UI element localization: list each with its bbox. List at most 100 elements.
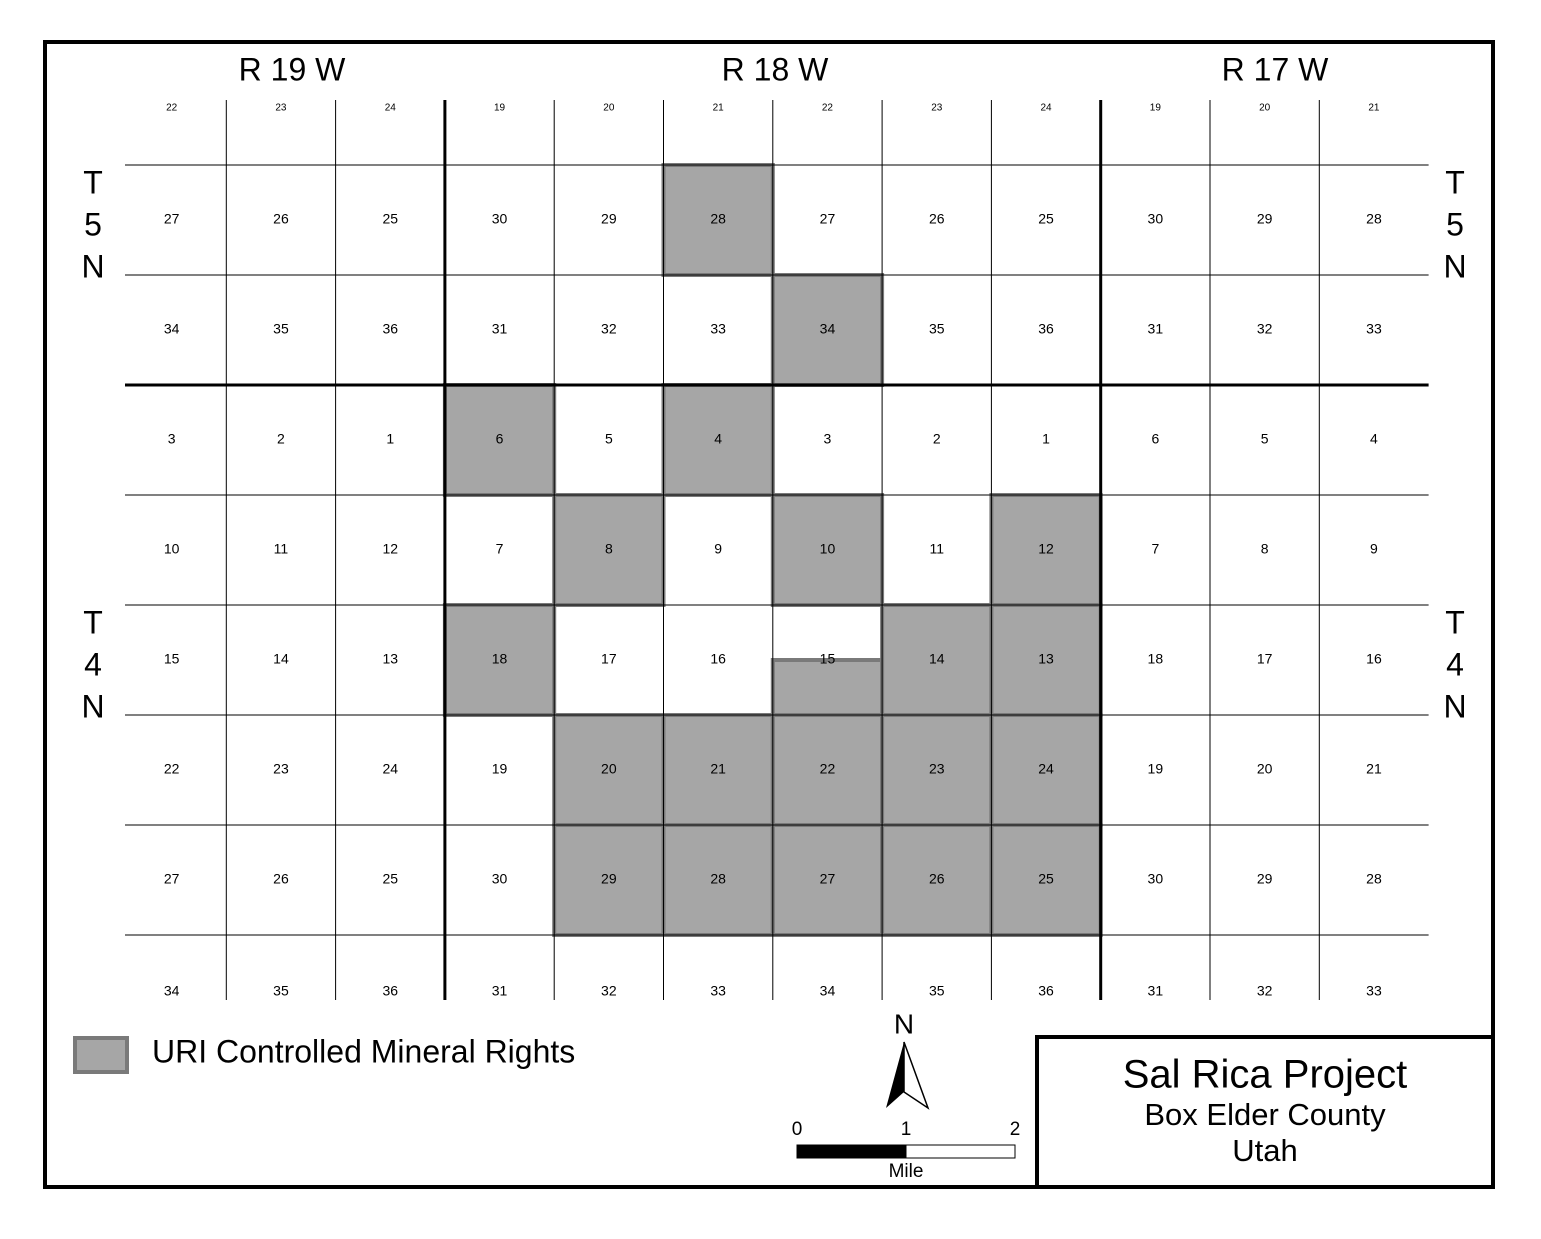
section-number: 30 xyxy=(1148,871,1164,887)
section-number: 23 xyxy=(929,761,945,777)
section-number: 32 xyxy=(1257,321,1273,337)
section-number: 28 xyxy=(1366,211,1382,227)
section-number: 1 xyxy=(386,431,394,447)
section-number: 6 xyxy=(496,431,504,447)
section-number: 24 xyxy=(385,103,397,114)
north-arrow-right xyxy=(903,1041,930,1110)
section-number: 36 xyxy=(382,321,398,337)
county: Box Elder County xyxy=(1144,1097,1386,1132)
section-number: 28 xyxy=(710,211,726,227)
section-number: 12 xyxy=(1038,541,1054,557)
section-grid xyxy=(125,100,1429,1000)
section-number: 34 xyxy=(164,983,180,999)
section-number: 26 xyxy=(273,211,289,227)
scale-label: 1 xyxy=(901,1119,912,1140)
legend-swatch xyxy=(73,1036,129,1074)
section-number: 15 xyxy=(820,651,836,667)
township-label: T xyxy=(83,604,103,640)
section-number: 20 xyxy=(603,103,615,114)
section-number: 35 xyxy=(273,321,289,337)
section-number: 20 xyxy=(601,761,617,777)
township-label: N xyxy=(1443,688,1466,724)
scale-unit: Mile xyxy=(889,1161,924,1182)
section-number: 11 xyxy=(929,541,944,557)
section-number: 5 xyxy=(1261,431,1269,447)
scale-label: 0 xyxy=(792,1119,803,1140)
section-number: 30 xyxy=(1148,211,1164,227)
section-number: 21 xyxy=(713,103,725,114)
scale-label: 2 xyxy=(1010,1119,1021,1140)
section-number: 33 xyxy=(710,983,726,999)
section-number: 27 xyxy=(164,871,180,887)
section-number: 23 xyxy=(273,761,289,777)
section-number: 1 xyxy=(1042,431,1050,447)
controlled-section xyxy=(552,713,666,827)
township-label: 5 xyxy=(84,206,102,242)
title: Sal Rica Project xyxy=(1123,1053,1408,1097)
section-number: 34 xyxy=(820,321,836,337)
section-number: 25 xyxy=(1038,211,1054,227)
section-number: 23 xyxy=(931,103,943,114)
section-number: 32 xyxy=(1257,983,1273,999)
section-number: 31 xyxy=(492,983,508,999)
section-number: 29 xyxy=(601,211,617,227)
township-label: N xyxy=(81,688,104,724)
township-label: N xyxy=(81,248,104,284)
section-number: 8 xyxy=(1261,541,1269,557)
section-number: 25 xyxy=(382,211,398,227)
north-arrow-left xyxy=(886,1042,904,1108)
township-label: 5 xyxy=(1446,206,1464,242)
controlled-section xyxy=(770,658,885,717)
section-number: 22 xyxy=(822,103,834,114)
section-number: 16 xyxy=(710,651,726,667)
state: Utah xyxy=(1232,1133,1297,1168)
section-number: 27 xyxy=(820,211,836,227)
legend-label: URI Controlled Mineral Rights xyxy=(152,1033,575,1069)
section-number: 9 xyxy=(1370,541,1378,557)
section-number: 29 xyxy=(601,871,617,887)
section-number: 5 xyxy=(605,431,613,447)
section-number: 19 xyxy=(494,103,506,114)
section-number: 31 xyxy=(1148,321,1164,337)
section-number: 25 xyxy=(382,871,398,887)
section-number: 34 xyxy=(820,983,836,999)
section-number: 14 xyxy=(929,651,945,667)
section-number: 24 xyxy=(382,761,398,777)
section-number: 6 xyxy=(1151,431,1159,447)
section-number: 14 xyxy=(273,651,289,667)
section-number: 28 xyxy=(1366,871,1382,887)
scale-bar-white xyxy=(905,1144,1016,1159)
section-number: 10 xyxy=(164,541,180,557)
township-label: T xyxy=(1445,164,1465,200)
section-number: 26 xyxy=(929,871,945,887)
section-number: 24 xyxy=(1038,761,1054,777)
section-number: 26 xyxy=(273,871,289,887)
section-number: 21 xyxy=(710,761,726,777)
controlled-section xyxy=(880,603,994,717)
section-number: 32 xyxy=(601,983,617,999)
section-number: 20 xyxy=(1259,103,1271,114)
section-number: 36 xyxy=(382,983,398,999)
section-number: 29 xyxy=(1257,211,1273,227)
section-number: 27 xyxy=(820,871,836,887)
township-label: T xyxy=(83,164,103,200)
title-block xyxy=(1035,1035,1495,1189)
section-number: 33 xyxy=(1366,321,1382,337)
section-number: 18 xyxy=(1148,651,1164,667)
section-number: 18 xyxy=(492,651,508,667)
section-number: 30 xyxy=(492,871,508,887)
section-number: 35 xyxy=(929,983,945,999)
section-number: 8 xyxy=(605,541,613,557)
range-label: R 17 W xyxy=(1222,51,1329,87)
section-number: 25 xyxy=(1038,871,1054,887)
township-label: 4 xyxy=(84,646,102,682)
section-number: 11 xyxy=(274,541,289,557)
section-number: 30 xyxy=(492,211,508,227)
section-number: 22 xyxy=(166,103,178,114)
township-label: 4 xyxy=(1446,646,1464,682)
section-number: 35 xyxy=(273,983,289,999)
section-number: 20 xyxy=(1257,761,1273,777)
section-number: 31 xyxy=(1148,983,1164,999)
section-number: 19 xyxy=(1150,103,1162,114)
